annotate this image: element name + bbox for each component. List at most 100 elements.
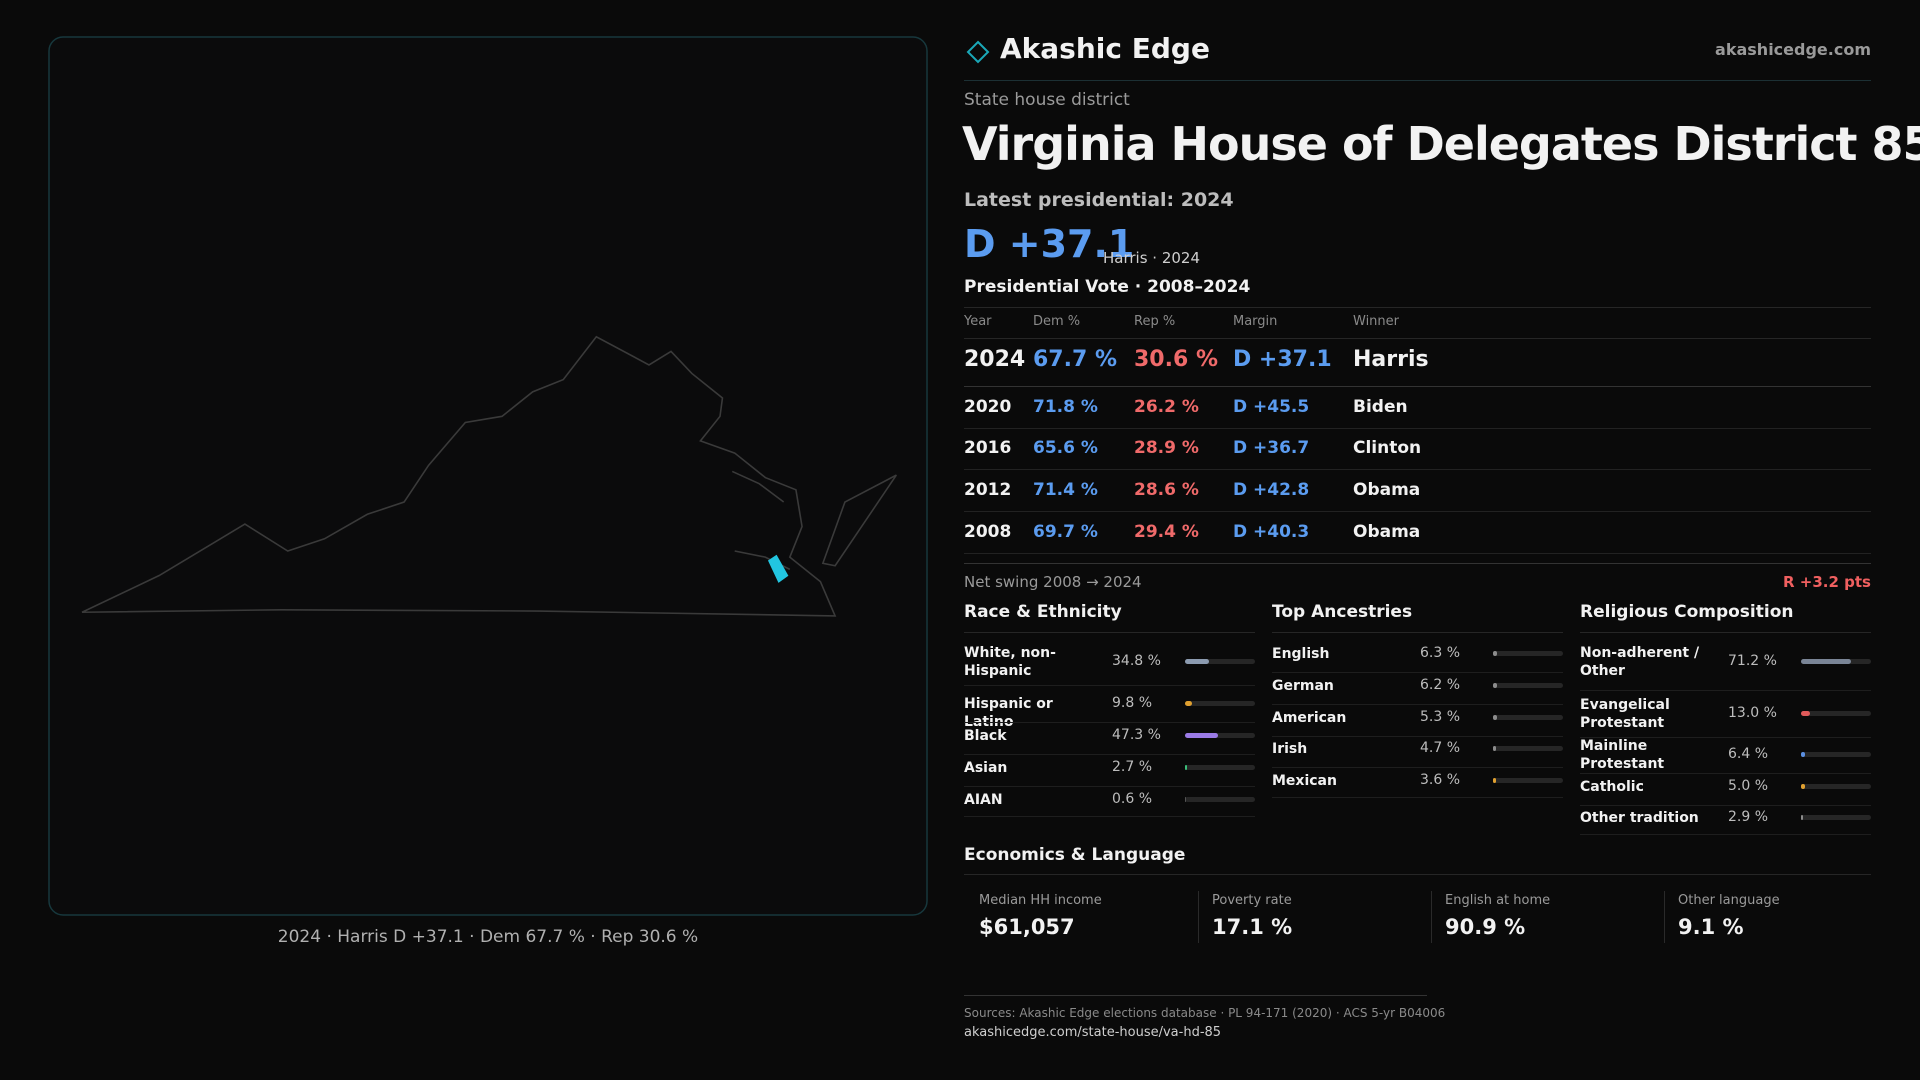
row-value: 0.6 % [1112,791,1153,807]
bar-track [1493,778,1563,783]
row-label: Mainline Protestant [1580,738,1665,772]
row-label: Mexican [1272,773,1337,789]
divider [1580,736,1871,738]
divider [964,816,1255,817]
bar-track [1801,784,1871,789]
bar [1493,651,1498,656]
divider [1272,632,1563,633]
econ-label: Median HH income [979,893,1102,908]
table-cell: 2016 [964,437,1012,458]
table-cell: Clinton [1353,437,1422,458]
bar [1493,778,1496,783]
row-label: Black [964,728,1007,744]
table-cell: 28.9 % [1134,437,1199,458]
row-value: 9.8 % [1112,695,1153,711]
bar-track [1801,711,1871,716]
row-label: Catholic [1580,779,1644,795]
divider [1580,632,1871,633]
row-value: 6.2 % [1420,677,1461,693]
divider [1580,773,1871,774]
table-cell: 29.4 % [1134,521,1199,542]
table-cell: D +37.1 [1233,346,1332,372]
bar [1493,715,1497,720]
divider [964,469,1871,470]
row-value: 71.2 % [1728,653,1777,669]
divider [964,428,1871,429]
divider [964,632,1255,633]
row-value: 6.4 % [1728,746,1769,762]
table-cell: 2020 [964,396,1012,417]
separator [1431,891,1432,943]
econ-label: Other language [1678,893,1780,908]
table-cell: D +40.3 [1233,521,1310,542]
bar-track [1185,733,1255,738]
table-cell: D +36.7 [1233,437,1310,458]
margin-note: Harris · 2024 [1103,249,1201,267]
table-cell: 2012 [964,479,1012,500]
bar [1185,733,1219,738]
divider [964,511,1871,512]
bar-track [1801,815,1871,820]
divider [964,307,1871,308]
econ-value: 9.1 % [1678,915,1744,939]
row-label: American [1272,710,1347,726]
section-title: Race & Ethnicity [964,602,1122,622]
url: akashicedge.com/state-house/va-hd-85 [964,1025,1222,1040]
bar [1801,752,1806,757]
district-kind: State house district [964,90,1130,110]
divider [1272,797,1563,798]
bar-track [1185,701,1255,706]
divider [1272,704,1563,705]
divider [964,553,1871,554]
section-title: Religious Composition [1580,602,1794,622]
row-label: German [1272,678,1334,694]
econ-label: Poverty rate [1212,893,1292,908]
map-panel [48,36,928,916]
column-header: Rep % [1134,314,1176,329]
bar [1801,784,1805,789]
divider [1580,834,1871,835]
econ-value: 17.1 % [1212,915,1293,939]
row-label: Asian [964,760,1008,776]
table-cell: D +45.5 [1233,396,1310,417]
separator [1198,891,1199,943]
table-cell: Harris [1353,346,1429,372]
column-header: Year [964,314,992,329]
divider [1272,672,1563,673]
row-label: Evangelical Protestant [1580,697,1670,731]
divider [964,786,1255,787]
section-title: Top Ancestries [1272,602,1413,622]
logo [966,40,990,64]
row-label: English [1272,646,1330,662]
bar-track [1185,659,1255,664]
table-cell: Obama [1353,521,1421,542]
bar-track [1493,683,1563,688]
divider [964,874,1871,875]
row-label: Irish [1272,741,1308,757]
table-cell: 71.8 % [1033,396,1098,417]
divider [964,685,1255,686]
map-caption: 2024 · Harris D +37.1 · Dem 67.7 % · Rep… [278,927,698,947]
divider [1580,690,1871,691]
brand: Akashic Edge [1000,32,1210,65]
divider [964,386,1871,387]
swing-label: Net swing 2008 → 2024 [964,573,1142,591]
row-label: White, non-Hispanic [964,645,1056,679]
column-header: Winner [1353,314,1400,329]
site: akashicedge.com [1715,40,1871,59]
divider [964,563,1871,564]
bar [1801,711,1811,716]
bar [1185,659,1210,664]
table-cell: Biden [1353,396,1408,417]
district-title: Virginia House of Delegates District 85 [962,117,1920,171]
econ-value: 90.9 % [1445,915,1526,939]
bar [1185,765,1187,770]
swing-value: R +3.2 pts [1783,573,1871,591]
bar-track [1185,797,1255,802]
bar-track [1801,752,1871,757]
row-value: 2.9 % [1728,809,1769,825]
divider [964,338,1871,339]
district-shape [767,554,789,583]
table-cell: 69.7 % [1033,521,1098,542]
